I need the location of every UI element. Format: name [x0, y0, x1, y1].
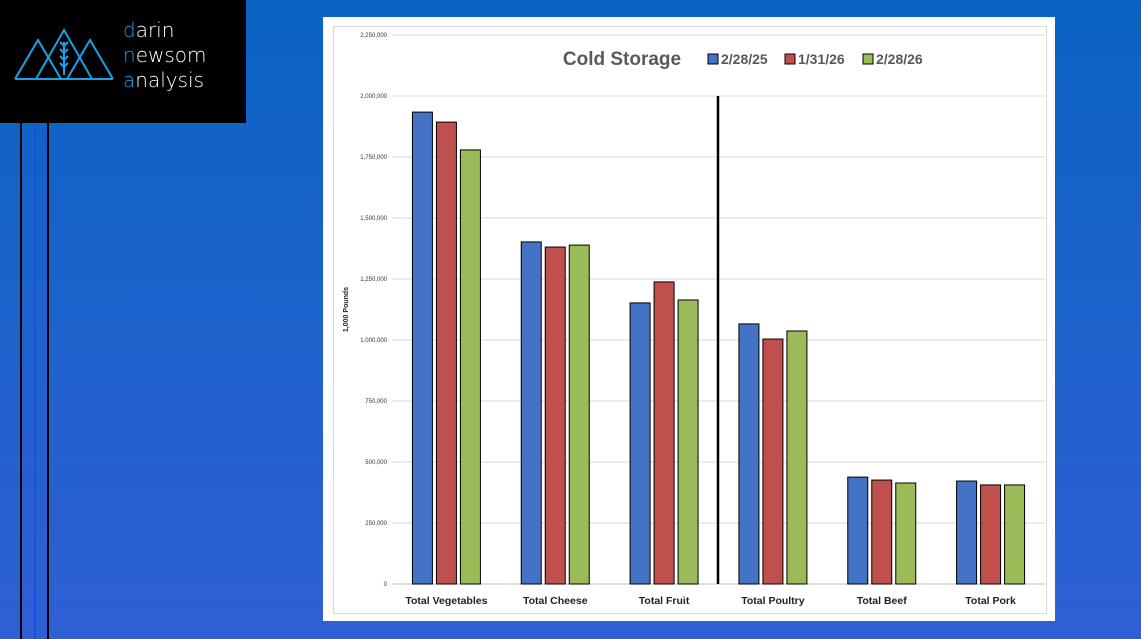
bar-2-28-26	[459, 149, 481, 585]
logo-word: nalysis	[135, 68, 204, 92]
legend-label: 2/28/26	[876, 51, 923, 67]
legend-swatch	[862, 53, 874, 65]
bar-2-28-25	[411, 111, 433, 585]
bar-chart: 0 250,000 500,000 750,000 1,000,000 1,250,000…	[343, 33, 1045, 607]
logo-word: arin	[135, 18, 175, 42]
y-tick-label: 1,750,000	[360, 155, 387, 161]
y-tick-label: 1,250,000	[360, 277, 387, 283]
x-tick-label: Total Vegetables	[405, 595, 487, 607]
logo-word: ew	[135, 43, 165, 67]
bar-1-31-26	[653, 281, 675, 585]
bar-2-28-26	[568, 244, 590, 585]
mountain-wheat-icon	[14, 27, 114, 80]
bar-1-31-26	[980, 484, 1002, 585]
y-tick-label: 1,500,000	[360, 216, 387, 222]
chart-panel: 0 250,000 500,000 750,000 1,000,000 1,250,000…	[323, 17, 1055, 621]
x-tick-label: Total Cheese	[523, 595, 588, 607]
decorative-line	[34, 123, 36, 639]
bar-2-28-26	[1004, 484, 1026, 585]
logo-initial: n	[123, 43, 136, 67]
x-tick-label: Total Beef	[857, 595, 907, 607]
y-axis-label: 1,000 Pounds	[343, 287, 350, 332]
logo-initial: a	[123, 68, 136, 92]
y-tick-label: 250,000	[365, 521, 387, 527]
y-tick-label: 500,000	[365, 460, 387, 466]
bar-1-31-26	[435, 121, 457, 585]
decorative-line	[20, 123, 22, 639]
logo: darin newsom analysis	[0, 0, 246, 123]
legend-label: 2/28/25	[721, 51, 768, 67]
x-tick-label: Total Poultry	[741, 595, 805, 607]
bar-2-28-26	[677, 299, 699, 585]
bar-2-28-25	[629, 302, 651, 585]
bar-2-28-25	[847, 476, 869, 585]
logo-initial: d	[123, 18, 136, 42]
x-tick-label: Total Fruit	[639, 595, 690, 607]
logo-word: som	[164, 43, 207, 67]
legend-swatch	[707, 53, 719, 65]
y-tick-label: 2,250,000	[360, 33, 387, 39]
y-tick-label: 0	[384, 582, 388, 588]
bar-1-31-26	[544, 246, 566, 585]
bar-2-28-25	[738, 323, 760, 585]
bar-2-28-25	[956, 480, 978, 585]
y-tick-label: 750,000	[365, 399, 387, 405]
bar-1-31-26	[871, 479, 893, 585]
chart-title: Cold Storage	[563, 49, 681, 70]
bar-2-28-26	[895, 482, 917, 585]
decorative-line	[47, 123, 49, 639]
y-tick-label: 1,000,000	[360, 338, 387, 344]
bar-1-31-26	[762, 338, 784, 585]
x-tick-label: Total Pork	[965, 595, 1016, 607]
chart-frame	[333, 26, 1047, 614]
y-tick-label: 2,000,000	[360, 94, 387, 100]
bar-2-28-25	[520, 241, 542, 585]
bar-2-28-26	[786, 330, 808, 585]
legend-swatch	[784, 53, 796, 65]
legend-label: 1/31/26	[798, 51, 845, 67]
logo-text: darin newsom analysis	[123, 18, 207, 93]
